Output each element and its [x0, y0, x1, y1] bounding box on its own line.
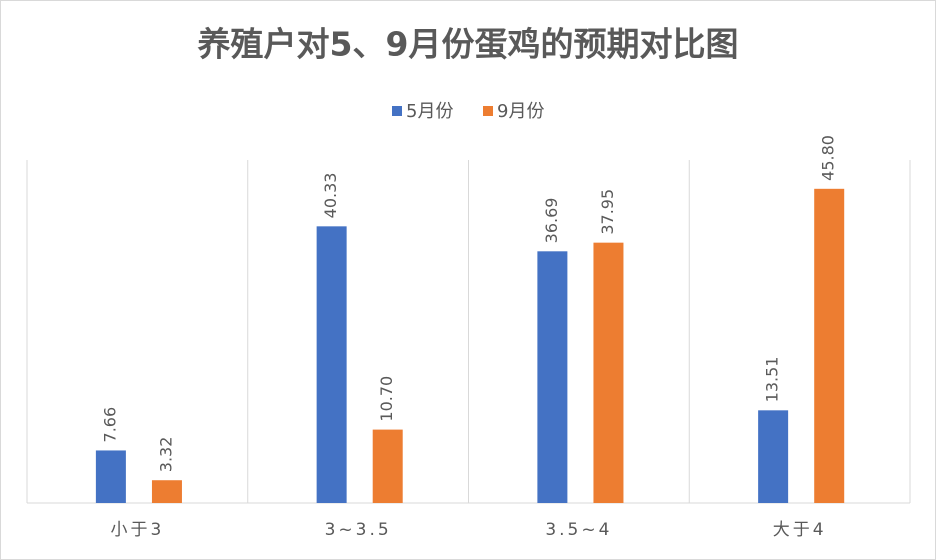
value-label: 13.51	[763, 357, 782, 403]
legend-swatch	[392, 106, 402, 116]
value-label: 10.70	[377, 376, 396, 422]
bar	[316, 226, 347, 504]
chart-title: 养殖户对5、9月份蛋鸡的预期对比图	[198, 25, 739, 64]
x-tick-label: 3.5~4	[545, 520, 612, 540]
value-label: 36.69	[542, 197, 561, 243]
legend-swatch	[483, 106, 493, 116]
value-label: 45.80	[819, 135, 838, 181]
value-label: 7.66	[100, 407, 119, 443]
value-label: 37.95	[598, 189, 617, 235]
bar	[814, 188, 845, 503]
bar	[593, 242, 624, 503]
value-label: 3.32	[156, 437, 175, 473]
legend-label: 5月份	[406, 101, 453, 122]
bar	[758, 410, 789, 503]
bar	[95, 450, 126, 503]
x-tick-label: 3~3.5	[325, 520, 392, 540]
x-tick-label: 小于3	[110, 520, 164, 540]
x-tick-label: 大于4	[773, 520, 827, 540]
bar	[537, 251, 568, 503]
bar	[372, 429, 403, 503]
legend-label: 9月份	[497, 101, 544, 122]
value-label: 40.33	[321, 173, 340, 219]
bar	[151, 480, 182, 503]
